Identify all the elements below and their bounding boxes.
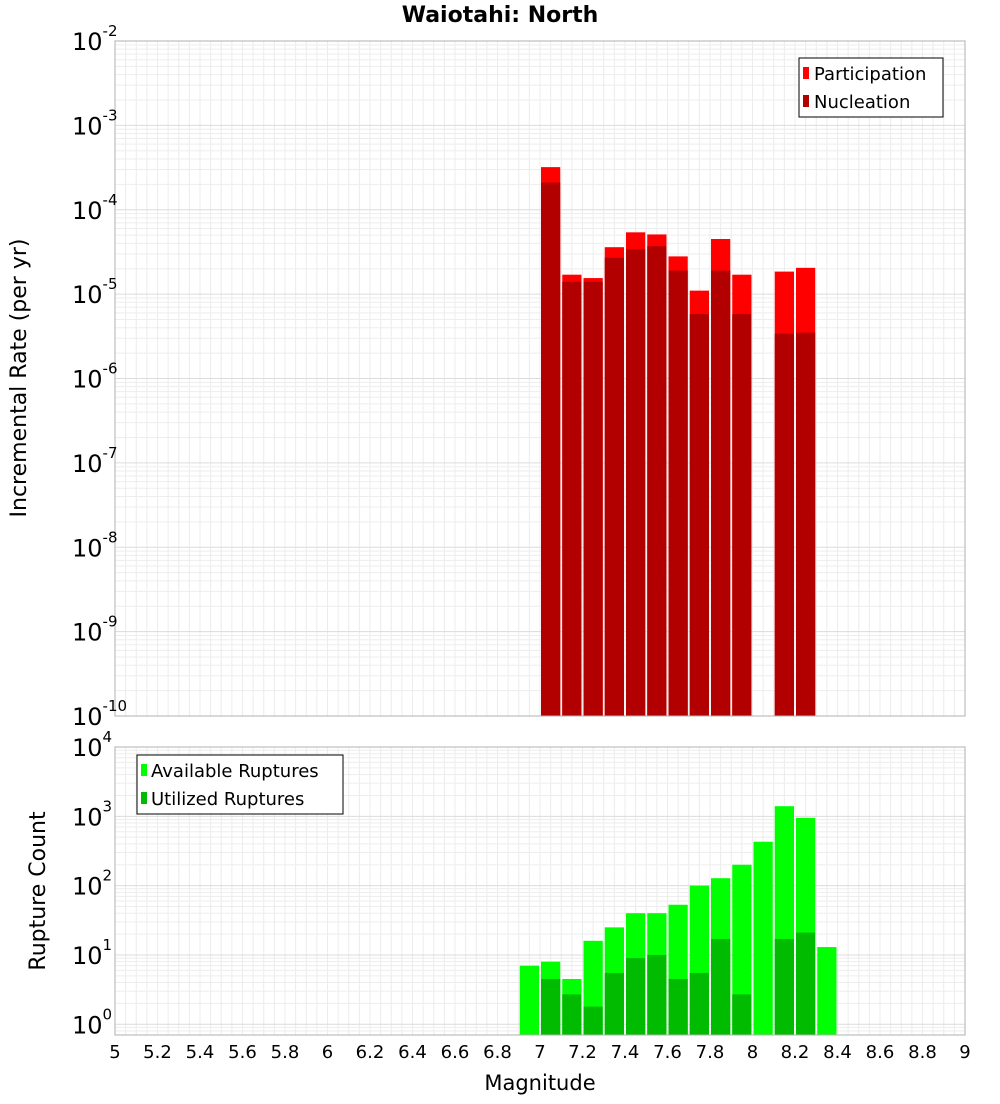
bar-nucleation bbox=[626, 249, 646, 716]
x-tick-label: 5.8 bbox=[271, 1042, 300, 1063]
rate-gridlines bbox=[114, 41, 966, 717]
y-tick-label: 100 bbox=[72, 1005, 112, 1039]
legend-swatch-nucleation bbox=[803, 95, 809, 107]
x-tick-label: 5.2 bbox=[143, 1042, 172, 1063]
count-panel: 104 103 102 101 100 Rupture Count Available … bbox=[26, 728, 971, 1095]
count-y-ticks: 104 103 102 101 100 bbox=[72, 728, 112, 1039]
x-tick-label: 5.6 bbox=[228, 1042, 257, 1063]
bar-available-ruptures bbox=[817, 947, 837, 1035]
rate-bars bbox=[541, 167, 816, 716]
count-legend-box bbox=[136, 754, 344, 815]
bar-nucleation bbox=[604, 257, 624, 716]
x-tick-label: 5.4 bbox=[186, 1042, 215, 1063]
x-tick-label: 8.6 bbox=[866, 1042, 895, 1063]
y-tick-label: 10-8 bbox=[72, 528, 118, 562]
bar-utilized-ruptures bbox=[626, 958, 646, 1035]
y-tick-label: 101 bbox=[72, 936, 112, 970]
y-tick-label: 10-2 bbox=[72, 22, 118, 56]
x-tick-label: 8.4 bbox=[823, 1042, 852, 1063]
x-tick-label: 6.8 bbox=[483, 1042, 512, 1063]
count-bars bbox=[519, 806, 837, 1035]
bar-utilized-ruptures bbox=[583, 1006, 603, 1035]
bar-nucleation bbox=[796, 332, 816, 716]
x-tick-label: 8.8 bbox=[908, 1042, 937, 1063]
y-tick-label: 104 bbox=[72, 728, 112, 762]
legend-swatch-available bbox=[141, 764, 147, 776]
bar-nucleation bbox=[668, 270, 688, 716]
legend-swatch-utilized bbox=[141, 792, 147, 804]
bar-utilized-ruptures bbox=[774, 938, 794, 1035]
bar-nucleation bbox=[774, 333, 794, 716]
count-y-axis-label: Rupture Count bbox=[26, 811, 51, 971]
bar-nucleation bbox=[711, 270, 731, 716]
bar-nucleation bbox=[583, 281, 603, 716]
y-tick-label: 10-3 bbox=[72, 106, 118, 140]
y-tick-label: 10-10 bbox=[72, 697, 127, 731]
bar-available-ruptures bbox=[732, 864, 752, 1035]
bar-utilized-ruptures bbox=[562, 994, 582, 1035]
chart-title: Waiotahi: North bbox=[402, 3, 599, 28]
bar-nucleation bbox=[689, 314, 709, 716]
bar-utilized-ruptures bbox=[711, 938, 731, 1035]
x-tick-label: 7.2 bbox=[568, 1042, 597, 1063]
rate-legend-box bbox=[798, 57, 944, 118]
bar-utilized-ruptures bbox=[732, 994, 752, 1035]
rate-legend: Participation Nucleation bbox=[798, 57, 944, 118]
legend-label-available: Available Ruptures bbox=[151, 761, 319, 782]
x-tick-label: 6.4 bbox=[398, 1042, 427, 1063]
count-legend: Available Ruptures Utilized Ruptures bbox=[136, 754, 344, 815]
x-tick-label: 7.6 bbox=[653, 1042, 682, 1063]
x-axis-label: Magnitude bbox=[484, 1071, 595, 1095]
x-tick-label: 7.4 bbox=[611, 1042, 640, 1063]
bar-utilized-ruptures bbox=[647, 954, 667, 1035]
bar-utilized-ruptures bbox=[689, 972, 709, 1035]
bar-utilized-ruptures bbox=[668, 978, 688, 1035]
x-tick-label: 7 bbox=[534, 1042, 545, 1063]
y-tick-label: 10-9 bbox=[72, 613, 118, 647]
bar-utilized-ruptures bbox=[541, 978, 561, 1035]
y-tick-label: 10-7 bbox=[72, 444, 118, 478]
bar-available-ruptures bbox=[519, 965, 539, 1035]
y-tick-label: 102 bbox=[72, 867, 112, 901]
x-tick-labels: 5 5.2 5.4 5.6 5.8 6 6.2 6.4 6.6 6.8 7 7.2 7.4 7.6 7.8 8… bbox=[109, 1042, 970, 1063]
x-tick-label: 9 bbox=[959, 1042, 970, 1063]
count-plot-frame bbox=[114, 746, 966, 1036]
bar-utilized-ruptures bbox=[604, 972, 624, 1035]
bar-available-ruptures bbox=[753, 841, 773, 1035]
y-tick-label: 103 bbox=[72, 797, 112, 831]
x-tick-label: 5 bbox=[109, 1042, 120, 1063]
legend-swatch-participation bbox=[803, 67, 809, 79]
x-tick-label: 8 bbox=[747, 1042, 758, 1063]
bar-nucleation bbox=[647, 246, 667, 716]
bar-nucleation bbox=[732, 314, 752, 716]
y-tick-label: 10-6 bbox=[72, 360, 118, 394]
x-tick-label: 6.6 bbox=[441, 1042, 470, 1063]
legend-label-nucleation: Nucleation bbox=[814, 92, 910, 113]
bar-nucleation bbox=[562, 281, 582, 716]
bar-nucleation bbox=[541, 182, 561, 716]
y-tick-label: 10-5 bbox=[72, 275, 118, 309]
rate-y-axis-label: Incremental Rate (per yr) bbox=[7, 239, 32, 518]
x-tick-label: 6.2 bbox=[356, 1042, 385, 1063]
rate-y-ticks: 10-2 10-3 10-4 10-5 10-6 10-7 10-8 10-9 10-10 bbox=[72, 22, 127, 731]
y-tick-label: 10-4 bbox=[72, 191, 118, 225]
x-tick-label: 7.8 bbox=[696, 1042, 725, 1063]
x-tick-label: 6 bbox=[322, 1042, 333, 1063]
rate-panel: 10-2 10-3 10-4 10-5 10-6 10-7 10-8 10-9 10-10 In… bbox=[7, 22, 966, 731]
rate-plot-frame bbox=[114, 40, 966, 717]
bar-utilized-ruptures bbox=[796, 932, 816, 1035]
legend-label-utilized: Utilized Ruptures bbox=[151, 789, 304, 810]
x-tick-label: 8.2 bbox=[781, 1042, 810, 1063]
legend-label-participation: Participation bbox=[814, 64, 926, 85]
